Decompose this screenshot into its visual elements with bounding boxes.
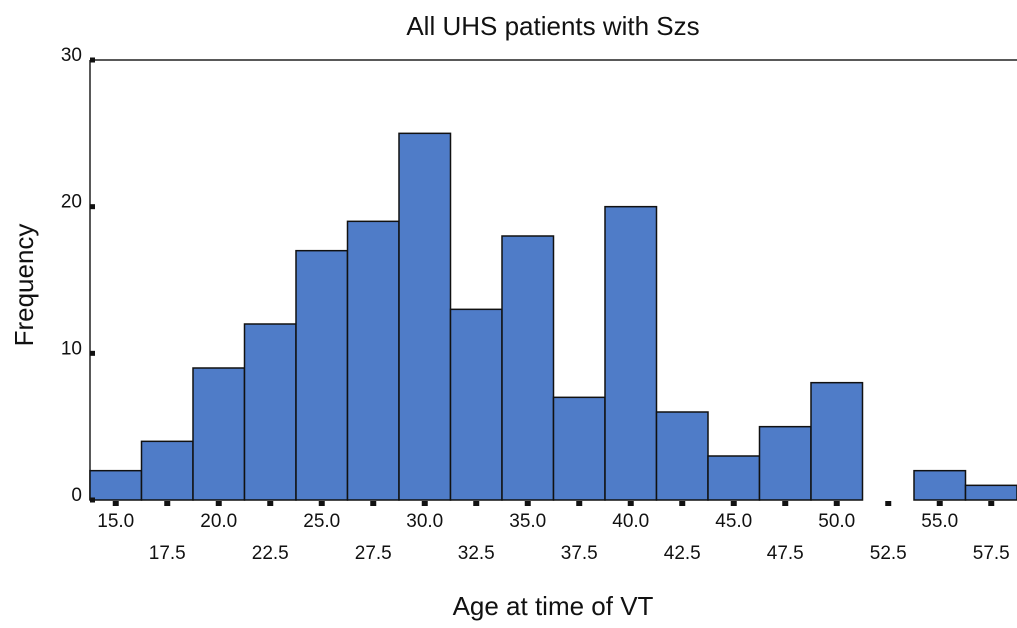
- x-tick-label: 47.5: [767, 543, 804, 564]
- x-tick-mark: [318, 501, 325, 506]
- bar: [604, 205, 658, 501]
- x-tick-label: 40.0: [612, 511, 649, 532]
- x-tick-label: 35.0: [509, 511, 546, 532]
- x-tick-mark: [988, 501, 995, 506]
- bar: [707, 455, 761, 501]
- x-axis-label: Age at time of VT: [453, 591, 654, 621]
- chart-title: All UHS patients with Szs: [406, 11, 699, 41]
- y-tick-label: 20: [61, 192, 82, 213]
- x-tick-label: 32.5: [458, 543, 495, 564]
- x-tick-label: 45.0: [715, 511, 752, 532]
- bar: [913, 469, 967, 501]
- x-tick-mark: [782, 501, 789, 506]
- y-tick-label: 10: [61, 338, 82, 359]
- x-tick-label: 57.5: [973, 543, 1010, 564]
- x-tick-mark: [576, 501, 583, 506]
- bar: [192, 367, 246, 501]
- bar: [758, 425, 812, 501]
- x-tick-label: 42.5: [664, 543, 701, 564]
- x-tick-mark: [524, 501, 531, 506]
- x-tick-mark: [885, 501, 892, 506]
- x-tick-mark: [421, 501, 428, 506]
- x-tick-mark: [112, 501, 119, 506]
- x-tick-mark: [164, 501, 171, 506]
- x-tick-mark: [215, 501, 222, 506]
- y-tick-label: 0: [71, 485, 82, 506]
- x-tick-label: 17.5: [149, 543, 186, 564]
- x-tick-label: 22.5: [252, 543, 289, 564]
- x-tick-label: 15.0: [97, 511, 134, 532]
- y-tick-mark: [90, 57, 95, 63]
- x-tick-mark: [370, 501, 377, 506]
- x-tick-mark: [627, 501, 634, 506]
- bar: [501, 235, 555, 501]
- bar: [964, 484, 1017, 501]
- bar: [810, 381, 864, 501]
- bar: [295, 249, 349, 501]
- y-tick-label: 30: [61, 45, 82, 66]
- x-tick-label: 25.0: [303, 511, 340, 532]
- x-tick-mark: [833, 501, 840, 506]
- y-tick-mark: [90, 204, 95, 210]
- y-tick-mark: [90, 497, 95, 503]
- x-tick-label: 55.0: [921, 511, 958, 532]
- bar: [89, 469, 143, 501]
- y-tick-mark: [90, 350, 95, 356]
- bar: [655, 411, 709, 501]
- x-tick-label: 20.0: [200, 511, 237, 532]
- bar: [449, 308, 503, 501]
- x-tick-label: 27.5: [355, 543, 392, 564]
- x-tick-label: 37.5: [561, 543, 598, 564]
- bar: [140, 440, 194, 501]
- x-tick-mark: [267, 501, 274, 506]
- bar: [346, 220, 400, 501]
- x-tick-label: 30.0: [406, 511, 443, 532]
- y-axis-label: Frequency: [9, 224, 39, 347]
- bar: [398, 132, 452, 501]
- x-tick-mark: [936, 501, 943, 506]
- x-tick-label: 52.5: [870, 543, 907, 564]
- bar: [552, 396, 606, 501]
- x-tick-label: 50.0: [818, 511, 855, 532]
- bar: [243, 323, 297, 501]
- x-tick-mark: [730, 501, 737, 506]
- x-tick-mark: [473, 501, 480, 506]
- x-tick-mark: [679, 501, 686, 506]
